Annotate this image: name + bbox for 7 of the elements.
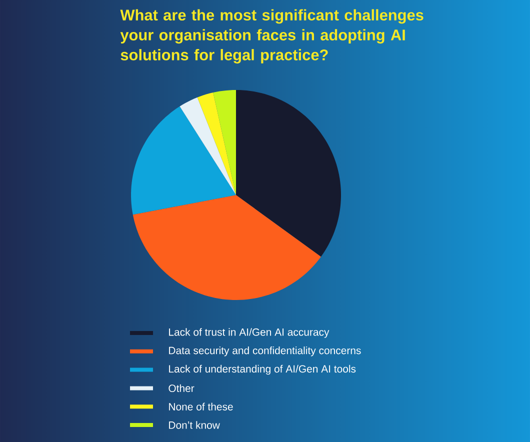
legend-label: Other	[168, 384, 194, 392]
legend-label: None of these	[169, 402, 233, 410]
chart-title: What are the most significant challenges your organisation faces in adopting AI solutions for legal practice?	[120, 9, 424, 64]
legend-label: Lack of trust in AI/Gen AI accuracy	[169, 328, 330, 338]
legend-label: Data security and confidentiality concerns	[169, 346, 361, 356]
legend-label: Lack of understanding of AI/Gen AI tools	[169, 364, 356, 375]
legend-label: Don’t know	[169, 421, 220, 429]
